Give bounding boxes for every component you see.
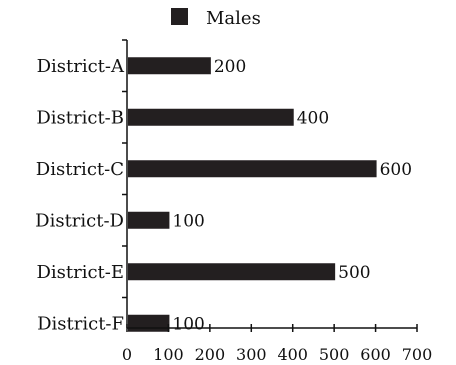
data-label: 100 <box>172 211 204 231</box>
bars-group: 200 400 600 100 500 100 <box>128 57 412 334</box>
bar-district-d <box>128 211 170 229</box>
data-label: 100 <box>172 314 204 334</box>
data-label: 500 <box>338 263 370 283</box>
data-label: 200 <box>214 57 246 77</box>
x-tick-label: 200 <box>195 345 226 364</box>
x-tick-label: 400 <box>277 345 308 364</box>
category-label: District-F <box>37 313 124 334</box>
legend: Males <box>171 8 261 29</box>
data-label: 600 <box>380 160 412 180</box>
x-tick-label: 700 <box>402 345 433 364</box>
x-tick-label: 300 <box>236 345 267 364</box>
legend-swatch-males <box>171 8 188 25</box>
x-tick-label: 600 <box>360 345 391 364</box>
x-tick-label: 500 <box>319 345 350 364</box>
bar-district-f <box>128 314 170 332</box>
data-label: 400 <box>297 108 329 128</box>
category-label: District-A <box>37 56 125 77</box>
category-label: District-B <box>36 107 124 128</box>
x-tick-label: 100 <box>153 345 184 364</box>
category-label: District-E <box>36 262 124 283</box>
category-label: District-C <box>36 159 124 180</box>
category-label: District-D <box>35 210 124 231</box>
x-tick-label: 0 <box>122 345 132 364</box>
bar-district-b <box>128 108 294 126</box>
axes-group: District-A District-B District-C District-D… <box>35 39 433 364</box>
legend-label-males: Males <box>206 8 261 29</box>
bar-district-a <box>128 57 211 75</box>
bar-district-c <box>128 160 377 178</box>
bar-district-e <box>128 263 336 281</box>
